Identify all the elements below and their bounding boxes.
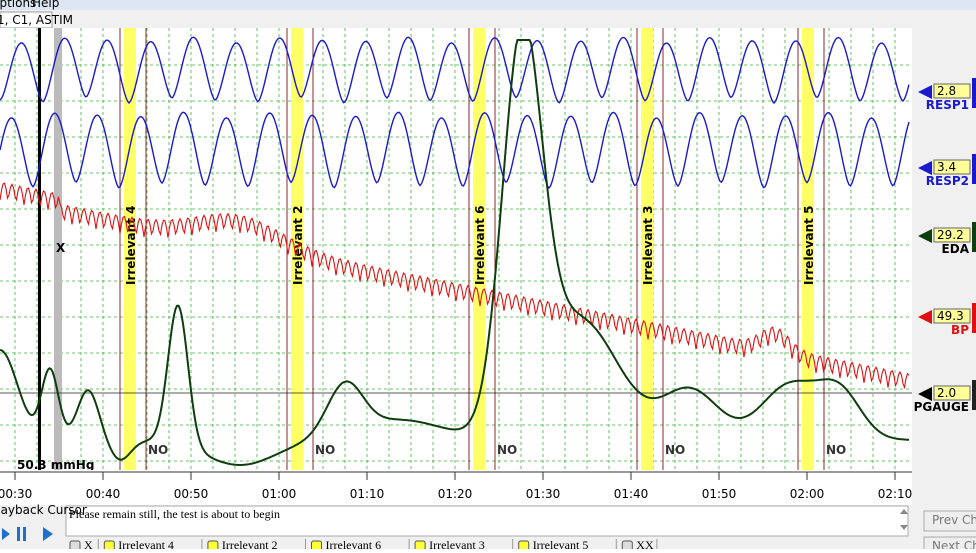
question-band (291, 28, 303, 470)
pause-button[interactable] (23, 527, 26, 541)
check-box[interactable] (621, 540, 633, 552)
check-box[interactable] (207, 540, 219, 552)
channel-value-box[interactable] (933, 159, 971, 175)
time-label: 01:30 (526, 487, 561, 501)
channel-value-box[interactable] (933, 308, 971, 324)
channel-arrow[interactable] (918, 310, 932, 324)
message: Please remain still, the test is about t… (69, 507, 280, 521)
prev-button[interactable] (2, 528, 10, 540)
menu-item[interactable]: Help (32, 0, 59, 10)
time-label: 01:20 (438, 487, 473, 501)
playback-label: Playback Cursor (0, 503, 87, 517)
channel-arrow[interactable] (918, 229, 932, 243)
check-box[interactable] (311, 540, 322, 552)
question-band (473, 28, 485, 470)
channel-edge (972, 303, 976, 333)
check-box[interactable] (414, 540, 426, 552)
question-label: Irrelevant 3 (641, 206, 655, 285)
playback-cursor (38, 28, 41, 470)
channel-edge (972, 380, 976, 410)
check-label[interactable]: Irrelevant 6 (326, 538, 382, 552)
channel-value-box[interactable] (933, 227, 971, 243)
channel-label: BP (951, 323, 969, 337)
channel-label: RESP2 (926, 174, 969, 188)
channel-value: 2.0 (937, 386, 956, 400)
time-label: 01:40 (614, 487, 649, 501)
time-axis (0, 470, 912, 505)
time-label: 00:30 (0, 487, 32, 501)
channel-value: 29.2 (937, 228, 964, 242)
time-label: 02:00 (790, 487, 825, 501)
eda-trace (0, 39, 910, 466)
channel-label: PGAUGE (914, 400, 969, 414)
pause-button[interactable] (17, 527, 20, 541)
answer-label: NO (315, 443, 335, 457)
check-label[interactable]: XX (636, 538, 654, 552)
time-label: 01:00 (262, 487, 297, 501)
channel-edge (972, 154, 976, 184)
check-label[interactable]: Irrelevant 3 (429, 538, 485, 552)
message-box (65, 505, 909, 537)
answer-label: NO (826, 443, 846, 457)
check-label[interactable]: Irrelevant 2 (222, 538, 278, 552)
question-label: Irrelevant 4 (124, 206, 138, 285)
question-band (641, 28, 653, 470)
channel-value: 3.4 (937, 160, 956, 174)
channel-label: EDA (942, 242, 970, 256)
chart-button[interactable] (923, 510, 976, 532)
play-button[interactable] (43, 527, 53, 541)
scroll-arrows[interactable] (900, 509, 908, 530)
tab-title[interactable]: 1, C1, ASTIM (0, 13, 73, 27)
marker-label: X (56, 241, 66, 255)
question-label: Irrelevant 6 (473, 206, 487, 285)
menu-item[interactable]: Options (0, 0, 36, 10)
channel-edge (972, 222, 976, 252)
channel-arrow[interactable] (918, 387, 932, 401)
check-box[interactable] (103, 540, 115, 552)
channel-value: 2.8 (937, 84, 956, 98)
channel-arrow[interactable] (918, 85, 932, 99)
check-label[interactable]: Irrelevant 4 (118, 538, 174, 552)
answer-label: NO (665, 443, 685, 457)
chart-button-label[interactable]: Next Chart (932, 539, 976, 553)
answer-label: NO (148, 443, 168, 457)
question-band (802, 28, 814, 470)
check-box[interactable] (518, 540, 530, 552)
time-label: 02:10 (878, 487, 913, 501)
marker-band (54, 28, 62, 470)
tab-bar (0, 10, 976, 28)
channel-edge (972, 78, 976, 108)
channel-arrow[interactable] (918, 161, 932, 175)
bp-trace (0, 182, 910, 390)
check-label[interactable]: Irrelevant 5 (533, 538, 589, 552)
channel-value-box[interactable] (933, 385, 971, 401)
check-box[interactable] (69, 540, 81, 552)
channel-label: RESP1 (926, 98, 969, 112)
check-label[interactable]: X (84, 538, 93, 552)
resp2-trace (0, 111, 910, 190)
answer-label: NO (497, 443, 517, 457)
time-label: 01:10 (350, 487, 385, 501)
question-band (124, 28, 136, 470)
time-label: 00:50 (174, 487, 209, 501)
question-label: Irrelevant 5 (802, 206, 816, 285)
channel-value-box[interactable] (933, 83, 971, 99)
resp1-trace (0, 36, 910, 105)
time-label: 01:50 (702, 487, 737, 501)
time-label: 00:40 (86, 487, 121, 501)
menu-bar (0, 0, 976, 10)
chart-button-label[interactable]: Prev Chart (932, 513, 976, 527)
chart-area (0, 28, 912, 470)
pressure-label: 50.3 mmHg (17, 458, 94, 472)
channel-value: 49.3 (937, 309, 964, 323)
channel-panel (912, 28, 976, 505)
